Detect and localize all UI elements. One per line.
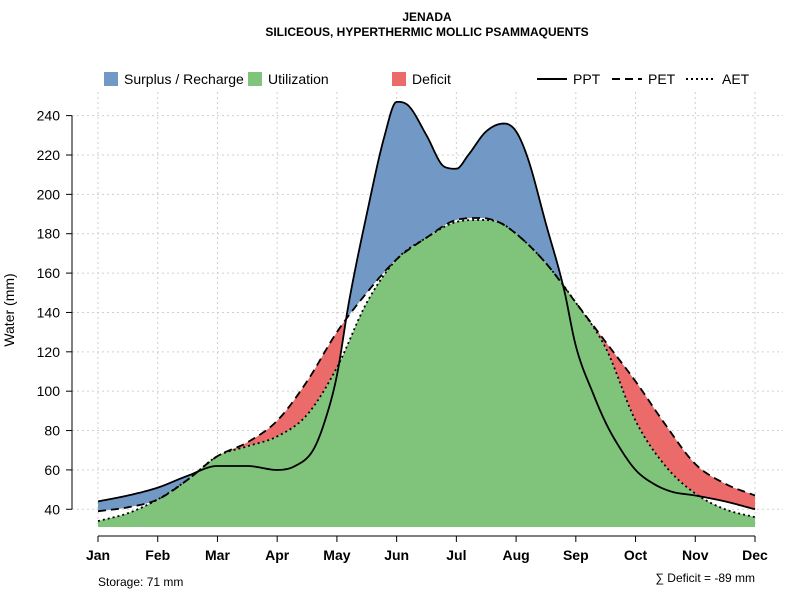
x-tick-label: Oct bbox=[624, 547, 648, 563]
y-axis-label: Water (mm) bbox=[1, 273, 17, 346]
legend-label: Utilization bbox=[268, 71, 329, 87]
legend-label: PET bbox=[648, 71, 676, 87]
legend-label: Surplus / Recharge bbox=[124, 71, 244, 87]
axes: 40 60 80 100 120 140 160 180 200 220 240 Jan Feb Mar A… bbox=[37, 108, 768, 563]
x-tick-label: May bbox=[323, 547, 350, 563]
y-tick-label: 160 bbox=[37, 265, 61, 281]
legend-swatch-1 bbox=[248, 72, 262, 86]
legend-swatch-2 bbox=[392, 72, 406, 86]
series-line-ppt bbox=[97, 100, 756, 511]
y-tick-label: 40 bbox=[44, 501, 60, 517]
y-tick-label: 180 bbox=[37, 226, 61, 242]
x-tick-label: Jun bbox=[384, 547, 409, 563]
chart-title: JENADA bbox=[402, 10, 452, 24]
x-tick-label: Jul bbox=[446, 547, 466, 563]
chart-subtitle: SILICEOUS, HYPERTHERMIC MOLLIC PSAMMAQUE… bbox=[265, 25, 588, 39]
y-tick-label: 60 bbox=[44, 462, 60, 478]
legend-label: PPT bbox=[573, 71, 601, 87]
x-tick-label: Sep bbox=[563, 547, 589, 563]
x-tick-label: Mar bbox=[205, 547, 230, 563]
y-tick-label: 200 bbox=[37, 186, 61, 202]
y-tick-label: 240 bbox=[37, 108, 61, 124]
deficit-sum-label: ∑ Deficit = -89 mm bbox=[655, 571, 755, 585]
surplus-area bbox=[98, 101, 755, 512]
deficit-area bbox=[98, 217, 755, 512]
x-tick-label: Feb bbox=[145, 547, 170, 563]
legend-label: AET bbox=[722, 71, 750, 87]
y-tick-label: 120 bbox=[37, 344, 61, 360]
series-line-aet bbox=[97, 219, 756, 522]
y-tick-label: 100 bbox=[37, 383, 61, 399]
legend-label: Deficit bbox=[412, 71, 451, 87]
area-fills bbox=[98, 101, 755, 527]
y-tick-label: 140 bbox=[37, 304, 61, 320]
y-tick-label: 80 bbox=[44, 423, 60, 439]
legend-swatch-0 bbox=[104, 72, 118, 86]
x-tick-label: Aug bbox=[502, 547, 529, 563]
y-tick-label: 220 bbox=[37, 147, 61, 163]
x-tick-label: Apr bbox=[265, 547, 290, 563]
storage-label: Storage: 71 mm bbox=[98, 575, 183, 589]
x-tick-label: Nov bbox=[682, 547, 709, 563]
x-tick-label: Jan bbox=[86, 547, 110, 563]
x-tick-label: Dec bbox=[742, 547, 768, 563]
series-lines bbox=[97, 100, 756, 522]
utilization-area bbox=[98, 219, 755, 527]
legend: Surplus / Recharge Utilization Deficit PPT P… bbox=[104, 71, 750, 87]
